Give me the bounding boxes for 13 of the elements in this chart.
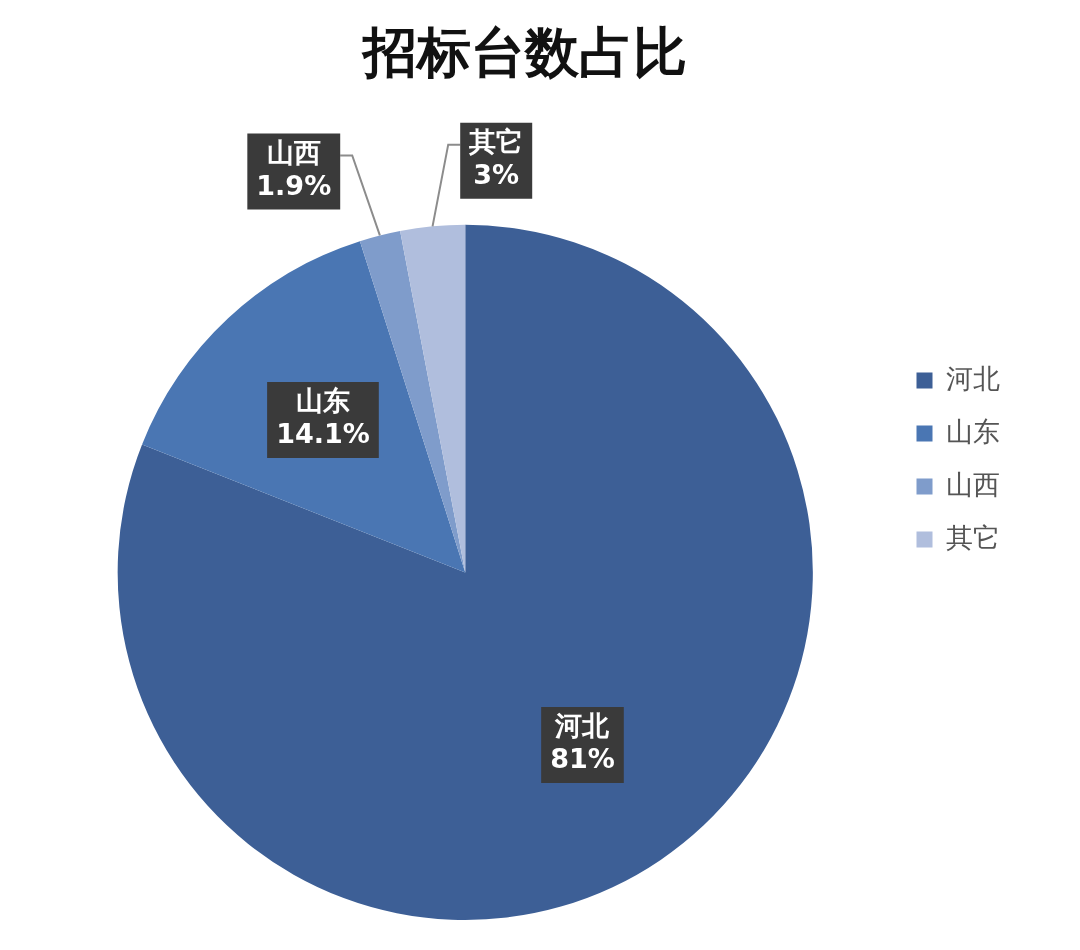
data-label: 1.9% <box>256 169 332 201</box>
slice-label: 山东 <box>295 385 350 417</box>
data-label: 3% <box>473 159 520 191</box>
data-label: 14.1% <box>276 418 370 450</box>
legend-label: 山西 <box>946 468 1000 500</box>
legend-label: 河北 <box>946 362 1000 394</box>
slice-label: 其它 <box>468 126 524 158</box>
legend-label: 山东 <box>946 415 1000 447</box>
slice-label: 河北 <box>554 710 611 742</box>
legend-label: 其它 <box>946 521 1000 553</box>
data-label: 81% <box>550 743 615 775</box>
slice-label: 山西 <box>266 136 321 168</box>
chart-title: 招标台数占比 <box>361 21 687 85</box>
